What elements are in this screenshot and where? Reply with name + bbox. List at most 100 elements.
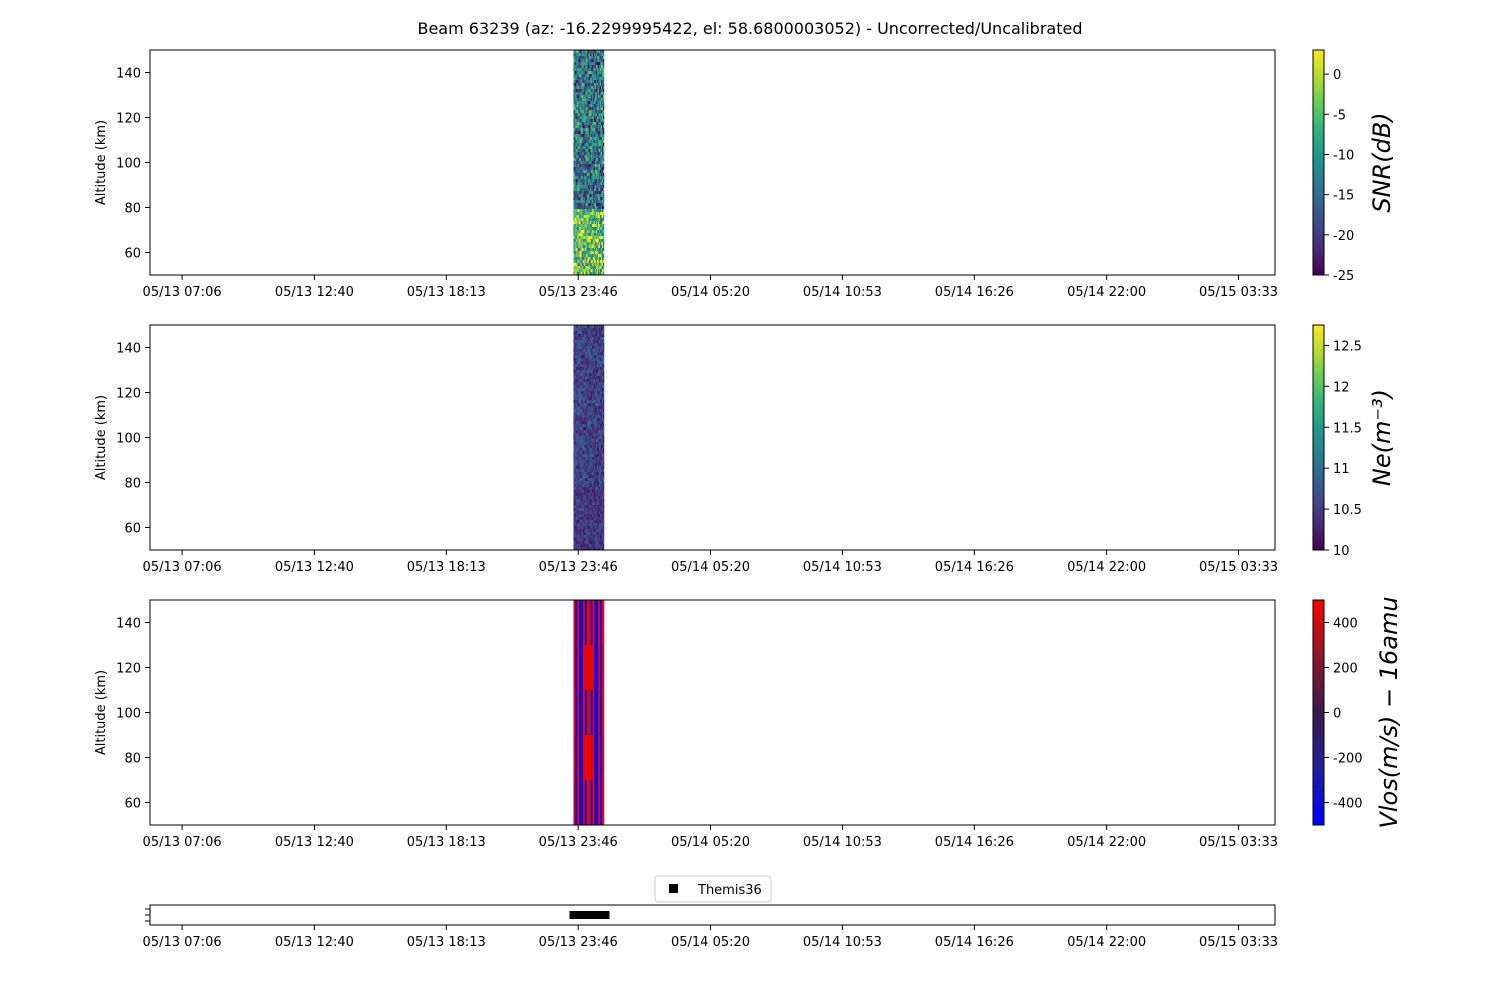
snr-cell (602, 149, 605, 153)
snr-cell (585, 182, 587, 186)
ne-cell (579, 475, 581, 479)
ne-cell (574, 394, 576, 398)
snr-cell (593, 50, 596, 54)
themis36-xtick-label: 05/13 23:46 (539, 935, 618, 950)
snr-cell (588, 218, 591, 222)
ne-cell (575, 325, 577, 329)
snr-cell (594, 119, 597, 123)
snr-cell (593, 230, 596, 234)
ne-cell (583, 388, 585, 392)
ne-cell (598, 349, 601, 353)
snr-cell (591, 128, 594, 132)
snr-cell (576, 89, 578, 93)
ne-cell (591, 352, 594, 356)
snr-cell (586, 65, 588, 69)
snr-cell (589, 185, 592, 189)
ne-cell (593, 346, 596, 350)
snr-cell (589, 65, 592, 69)
ne-cell (594, 460, 597, 464)
ne-cell (584, 541, 586, 545)
snr-cell (578, 86, 580, 90)
ne-cell (576, 529, 578, 533)
ne-cell (581, 424, 583, 428)
ne-cell (587, 427, 590, 431)
ne-cell (578, 475, 580, 479)
ne-cell (573, 463, 575, 467)
vlos-colorbar-tick-label: 400 (1333, 617, 1358, 632)
snr-cell (587, 71, 590, 75)
ne-cell (586, 352, 588, 356)
snr-cell (597, 197, 600, 201)
ne-cell (580, 394, 582, 398)
ne-cell (598, 367, 601, 371)
snr-cell (577, 155, 579, 159)
snr-cell (587, 173, 590, 177)
snr-cell (583, 50, 585, 54)
snr-cell (582, 260, 584, 264)
snr-cell (579, 56, 581, 60)
snr-cell (594, 68, 597, 72)
snr-cell (593, 272, 596, 275)
ne-cell (574, 340, 576, 344)
snr-cell (580, 83, 582, 87)
snr-cell (583, 119, 585, 123)
ne-cell (582, 391, 584, 395)
snr-cell (574, 95, 576, 99)
ne-cell (575, 460, 577, 464)
snr-cell (578, 65, 580, 69)
snr-cell (573, 206, 575, 210)
snr-cell (584, 263, 586, 267)
ne-cell (585, 451, 587, 455)
ne-cell (590, 541, 593, 545)
ne-cell (573, 394, 575, 398)
snr-cell (589, 149, 592, 153)
ne-cell (582, 445, 584, 449)
snr-cell (598, 176, 601, 180)
snr-cell (593, 140, 596, 144)
snr-cell (573, 65, 575, 69)
ne-cell (574, 349, 576, 353)
snr-cell (597, 266, 600, 270)
snr-cell (596, 89, 599, 93)
vlos-cell (577, 645, 580, 691)
snr-cell (599, 236, 602, 240)
ne-cell (590, 376, 593, 380)
ne-cell (591, 397, 594, 401)
snr-cell (602, 56, 605, 60)
snr-xtick-label: 05/14 16:26 (935, 285, 1014, 300)
snr-cell (602, 233, 605, 237)
ne-cell (587, 352, 590, 356)
snr-cell (580, 224, 582, 228)
ne-cell (602, 445, 605, 449)
ne-cell (586, 526, 588, 530)
snr-cell (586, 101, 588, 105)
ne-cell (573, 460, 575, 464)
snr-cell (586, 161, 588, 165)
snr-cell (601, 179, 604, 183)
ne-cell (587, 454, 590, 458)
snr-cell (588, 125, 591, 129)
ne-cell (573, 484, 575, 488)
snr-cell (594, 155, 597, 159)
snr-cell (577, 80, 579, 84)
ne-cell (576, 400, 578, 404)
snr-cell (580, 119, 582, 123)
snr-cell (593, 191, 596, 195)
ne-cell (584, 403, 586, 407)
snr-cell (599, 137, 602, 141)
ne-cell (596, 502, 599, 506)
ne-cell (589, 484, 592, 488)
ne-cell (596, 535, 599, 539)
ne-cell (584, 511, 586, 515)
snr-cell (582, 86, 584, 90)
ne-cell (597, 490, 600, 494)
ne-cell (598, 424, 601, 428)
snr-cell (575, 206, 577, 210)
ne-cell (601, 394, 604, 398)
snr-cell (592, 167, 595, 171)
snr-cell (588, 209, 591, 213)
snr-cell (579, 224, 581, 228)
snr-cell (573, 122, 575, 126)
ne-cell (576, 508, 578, 512)
snr-cell (577, 188, 579, 192)
